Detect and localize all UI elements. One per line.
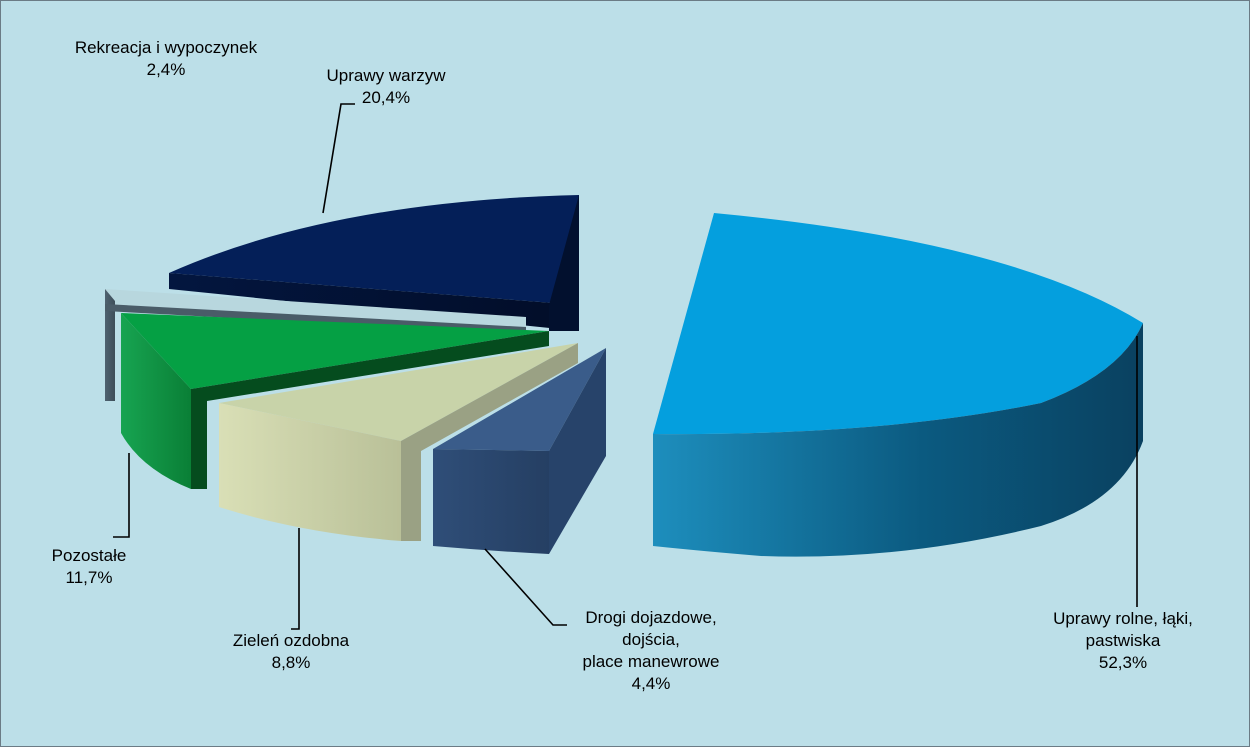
label-rekreacja-i-wypoczynek: Rekreacja i wypoczynek 2,4% [74,38,258,79]
pie-slice-pozostale [121,313,549,489]
label-pozostale: Pozostałe 11,7% [51,546,127,587]
leader-line-uprawy-warzyw [322,103,355,214]
leader-lines [113,103,1138,630]
label-drogi-dojazdowe: Drogi dojazdowe, dojścia, place manewrow… [582,608,720,693]
label-zielen-ozdobna: Zieleń ozdobna 8,8% [232,631,350,672]
leader-line-drogi [484,548,567,626]
pie-slice-drogi-dojazdowe [433,348,606,554]
leader-line-pozostale [113,453,130,538]
pie-slice-zielen-ozdobna [219,343,578,541]
label-uprawy-warzyw: Uprawy warzyw 20,4% [326,66,446,107]
leader-line-zielen [291,528,300,630]
label-uprawy-rolne: Uprawy rolne, łąki, pastwiska 52,3% [1053,609,1193,672]
pie-slice-uprawy-rolne [653,213,1143,557]
